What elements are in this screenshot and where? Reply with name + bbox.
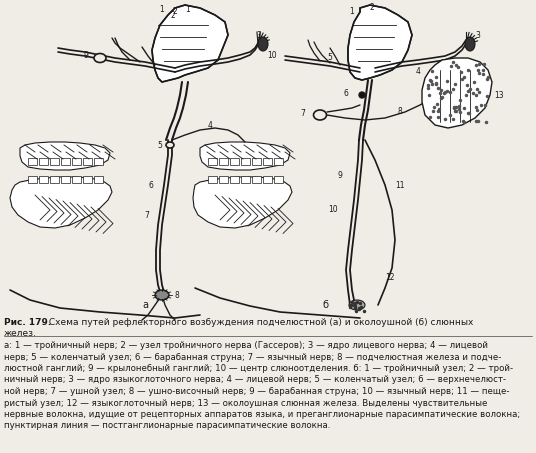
Text: люстной ганглий; 9 — крылонебный ганглий; 10 — центр слюноотделения. б: 1 — трой: люстной ганглий; 9 — крылонебный ганглий… bbox=[4, 364, 513, 373]
Polygon shape bbox=[274, 176, 283, 183]
Text: 2: 2 bbox=[370, 4, 374, 13]
Text: 7: 7 bbox=[144, 211, 149, 220]
Text: желез.: желез. bbox=[4, 329, 37, 338]
Text: 9: 9 bbox=[337, 170, 342, 179]
Text: 7: 7 bbox=[300, 109, 305, 117]
Ellipse shape bbox=[258, 37, 268, 51]
Text: 3: 3 bbox=[257, 32, 262, 40]
Text: 2: 2 bbox=[170, 10, 175, 19]
Text: 2: 2 bbox=[173, 8, 177, 16]
Text: 10: 10 bbox=[329, 206, 338, 215]
Polygon shape bbox=[50, 176, 59, 183]
Polygon shape bbox=[83, 176, 92, 183]
Text: 5: 5 bbox=[327, 53, 332, 63]
Text: 6: 6 bbox=[343, 88, 348, 97]
Polygon shape bbox=[219, 158, 228, 165]
Text: пунктирная линия — постганглионарные парасимпатические волокна.: пунктирная линия — постганглионарные пар… bbox=[4, 421, 330, 430]
Ellipse shape bbox=[465, 37, 475, 51]
Polygon shape bbox=[61, 176, 70, 183]
Polygon shape bbox=[348, 5, 412, 80]
Polygon shape bbox=[72, 176, 81, 183]
Polygon shape bbox=[61, 158, 70, 165]
Polygon shape bbox=[263, 176, 272, 183]
Text: 13: 13 bbox=[494, 91, 504, 100]
Polygon shape bbox=[241, 158, 250, 165]
Text: ристый узел; 12 — языкоглоточный нерв; 13 — околоушная слюнная железа. Выделены : ристый узел; 12 — языкоглоточный нерв; 1… bbox=[4, 399, 487, 408]
Polygon shape bbox=[274, 158, 283, 165]
Polygon shape bbox=[50, 158, 59, 165]
Text: 4: 4 bbox=[415, 67, 420, 77]
Polygon shape bbox=[200, 142, 290, 170]
Text: 12: 12 bbox=[385, 274, 394, 283]
Text: 5: 5 bbox=[157, 140, 162, 149]
Text: а: а bbox=[142, 300, 148, 310]
Text: ной нерв; 7 — ушной узел; 8 — ушно-височный нерв; 9 — барабанная струна; 10 — яз: ной нерв; 7 — ушной узел; 8 — ушно-височ… bbox=[4, 387, 510, 396]
Polygon shape bbox=[10, 177, 112, 228]
Polygon shape bbox=[241, 176, 250, 183]
Text: 6: 6 bbox=[148, 180, 153, 189]
Polygon shape bbox=[219, 176, 228, 183]
Polygon shape bbox=[28, 176, 37, 183]
Polygon shape bbox=[94, 158, 103, 165]
Polygon shape bbox=[230, 176, 239, 183]
Text: 8: 8 bbox=[398, 107, 403, 116]
Polygon shape bbox=[208, 158, 217, 165]
Polygon shape bbox=[263, 158, 272, 165]
Text: 8: 8 bbox=[175, 291, 180, 300]
Polygon shape bbox=[422, 58, 492, 128]
Polygon shape bbox=[152, 5, 228, 82]
Polygon shape bbox=[39, 176, 48, 183]
Text: 1: 1 bbox=[160, 5, 165, 14]
Polygon shape bbox=[28, 158, 37, 165]
Text: 9: 9 bbox=[83, 52, 88, 61]
Text: нерв; 5 — коленчатый узел; 6 — барабанная струна; 7 — язычный нерв; 8 — подчелюс: нерв; 5 — коленчатый узел; 6 — барабанна… bbox=[4, 352, 501, 361]
Text: Схема путей рефлекторного возбуждения подчелюстной (а) и околоушной (б) слюнных: Схема путей рефлекторного возбуждения по… bbox=[46, 318, 473, 327]
Polygon shape bbox=[252, 176, 261, 183]
Text: 3: 3 bbox=[475, 30, 480, 39]
Text: 10: 10 bbox=[267, 50, 277, 59]
Ellipse shape bbox=[166, 142, 174, 148]
Polygon shape bbox=[193, 177, 292, 228]
Polygon shape bbox=[94, 176, 103, 183]
Text: а: 1 — тройничный нерв; 2 — узел тройничного нерва (Гассеров); 3 — ядро лицевого: а: 1 — тройничный нерв; 2 — узел тройнич… bbox=[4, 341, 488, 350]
Ellipse shape bbox=[94, 53, 106, 63]
Text: 1: 1 bbox=[185, 5, 190, 14]
Text: 1: 1 bbox=[349, 8, 354, 16]
Ellipse shape bbox=[314, 110, 326, 120]
Ellipse shape bbox=[359, 92, 365, 98]
Ellipse shape bbox=[155, 290, 169, 300]
Ellipse shape bbox=[349, 300, 365, 310]
Polygon shape bbox=[72, 158, 81, 165]
Polygon shape bbox=[230, 158, 239, 165]
Polygon shape bbox=[39, 158, 48, 165]
Text: 11: 11 bbox=[395, 180, 405, 189]
Text: нервные волокна, идущие от рецепторных аппаратов языка, и преганглионарные парас: нервные волокна, идущие от рецепторных а… bbox=[4, 410, 520, 419]
Text: б: б bbox=[322, 300, 328, 310]
Text: Рис. 179.: Рис. 179. bbox=[4, 318, 51, 327]
Polygon shape bbox=[83, 158, 92, 165]
Polygon shape bbox=[252, 158, 261, 165]
Text: 4: 4 bbox=[207, 120, 212, 130]
Polygon shape bbox=[20, 142, 110, 170]
Polygon shape bbox=[208, 176, 217, 183]
Text: ничный нерв; 3 — ядро языкоглоточного нерва; 4 — лицевой нерв; 5 — коленчатый уз: ничный нерв; 3 — ядро языкоглоточного не… bbox=[4, 376, 506, 385]
